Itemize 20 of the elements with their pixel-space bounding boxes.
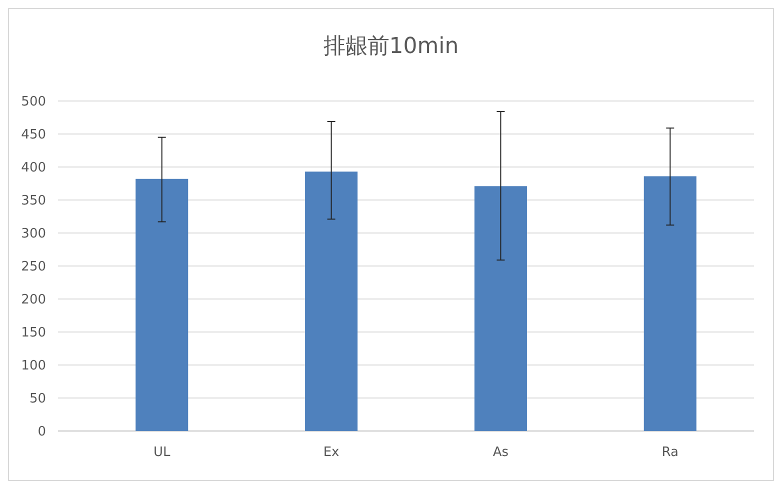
bar — [136, 178, 188, 431]
x-tick-label: UL — [153, 445, 171, 460]
bar — [305, 172, 358, 431]
y-tick-label: 200 — [21, 292, 46, 308]
y-tick-label: 50 — [29, 392, 46, 407]
y-tick-label: 400 — [21, 160, 46, 176]
bar — [644, 176, 696, 431]
y-tick-label: 500 — [21, 94, 46, 110]
y-tick-label: 450 — [21, 128, 46, 143]
chart-title: 排龈前10min — [323, 34, 459, 59]
x-tick-label: Ex — [323, 445, 340, 460]
y-tick-label: 350 — [21, 194, 46, 209]
y-tick-label: 0 — [38, 424, 46, 440]
y-tick-label: 250 — [21, 260, 46, 275]
bar — [474, 186, 527, 431]
x-tick-label: As — [492, 445, 509, 460]
y-tick-label: 150 — [21, 326, 46, 341]
y-tick-label: 300 — [21, 226, 46, 242]
x-tick-label: Ra — [662, 445, 678, 460]
y-tick-label: 100 — [21, 358, 46, 374]
